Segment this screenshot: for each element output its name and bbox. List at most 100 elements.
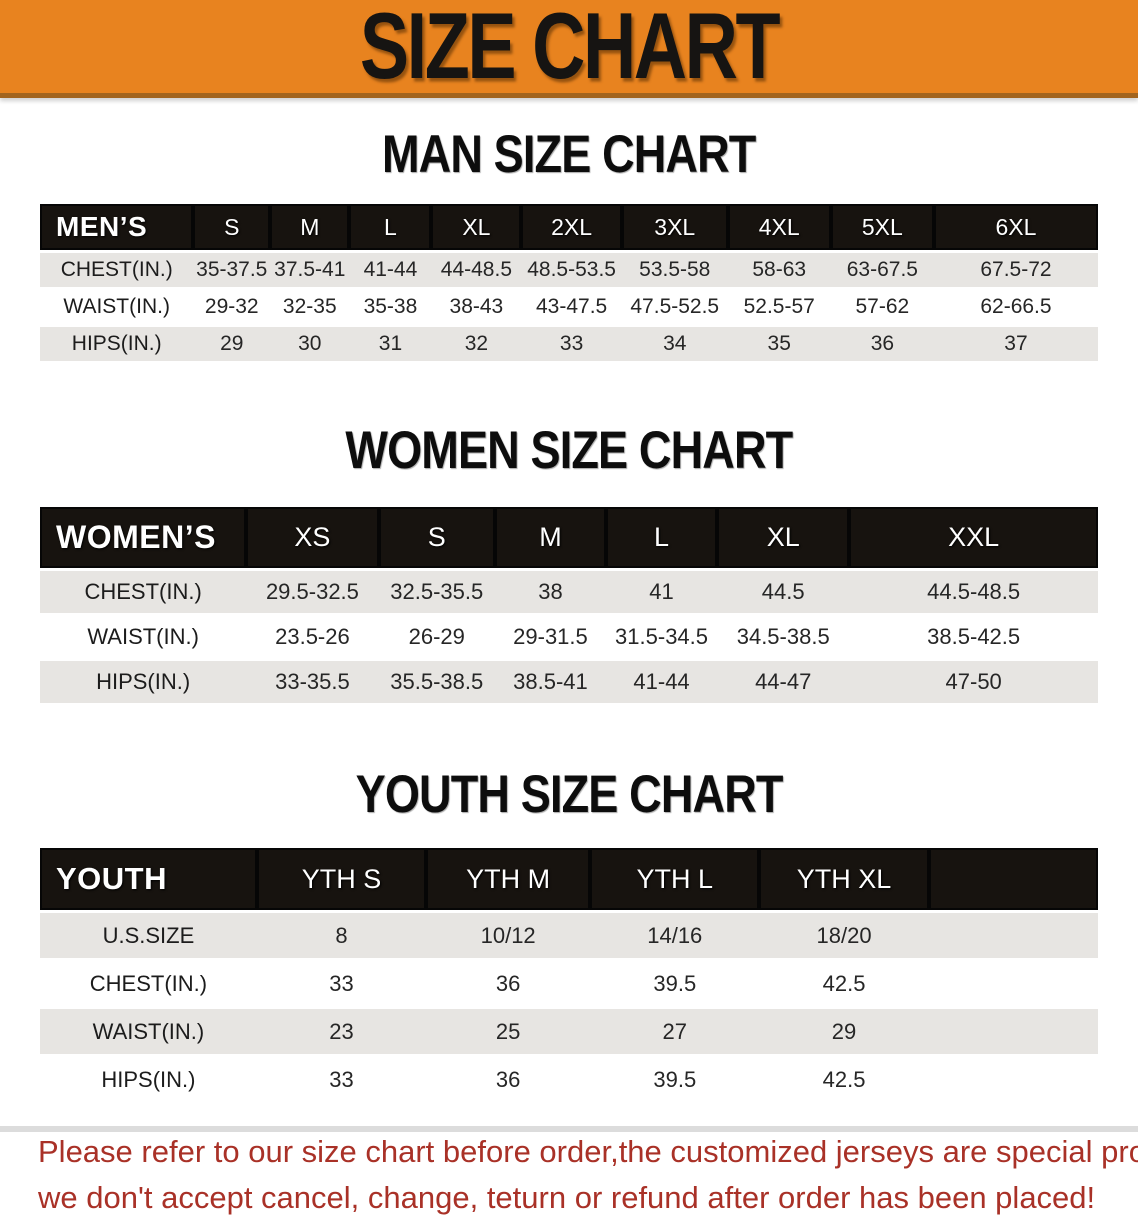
size-value-cell: 29-32 (193, 288, 271, 327)
header-spacer-cell (928, 848, 1098, 913)
size-value-cell: 37 (933, 325, 1098, 364)
size-column-header: XL (717, 507, 850, 571)
row-spacer-cell (928, 911, 1098, 961)
size-column-header: M (270, 204, 350, 253)
youth-section-title-text: YOUTH SIZE CHART (355, 765, 784, 824)
youth-size-table-container: YOUTH YTH S YTH M YTH L YTH XL U.S.SIZE 8 10/12… (40, 848, 1098, 1105)
disclaimer-text: Please refer to our size chart before or… (38, 1129, 1138, 1221)
size-value-cell: 67.5-72 (933, 251, 1098, 290)
size-value-cell: 34 (621, 325, 728, 364)
womens-size-table-container: WOMEN’S XS S M L XL XXL CHEST(IN.) 29.5-32.5 32.5… (40, 507, 1098, 706)
size-column-header: L (349, 204, 432, 253)
mens-size-table: MEN’S S M L XL 2XL 3XL 4XL 5XL 6XL CHEST(IN.) 35-37… (40, 204, 1098, 364)
size-value-cell: 52.5-57 (727, 288, 831, 327)
size-value-cell: 36 (830, 325, 934, 364)
table-row: U.S.SIZE 8 10/12 14/16 18/20 (40, 911, 1098, 961)
size-value-cell: 43-47.5 (521, 288, 622, 327)
size-column-header: 3XL (621, 204, 728, 253)
size-value-cell: 47.5-52.5 (621, 288, 728, 327)
size-value-cell: 33 (256, 959, 427, 1009)
table-row: WAIST(IN.) 29-32 32-35 35-38 38-43 43-47.5 47.… (40, 288, 1098, 327)
size-column-header: XS (246, 507, 379, 571)
size-value-cell: 41 (606, 569, 718, 616)
size-value-cell: 53.5-58 (621, 251, 728, 290)
size-value-cell: 18/20 (759, 911, 929, 961)
size-value-cell: 63-67.5 (830, 251, 934, 290)
size-value-cell: 35 (727, 325, 831, 364)
youth-header-row: YOUTH YTH S YTH M YTH L YTH XL (40, 848, 1098, 913)
youth-header-label: YOUTH (40, 848, 257, 913)
womens-header-label: WOMEN’S (40, 507, 247, 571)
table-row: WAIST(IN.) 23.5-26 26-29 29-31.5 31.5-34.5 34… (40, 614, 1098, 661)
row-label: WAIST(IN.) (40, 288, 194, 327)
size-value-cell: 38 (494, 569, 606, 616)
size-value-cell: 38-43 (431, 288, 522, 327)
size-value-cell: 30 (270, 325, 350, 364)
size-value-cell: 44-47 (717, 659, 850, 706)
table-row: CHEST(IN.) 35-37.5 37.5-41 41-44 44-48.5 48.5… (40, 251, 1098, 290)
size-value-cell: 23 (256, 1007, 427, 1057)
size-value-cell: 41-44 (349, 251, 432, 290)
row-label: WAIST(IN.) (40, 614, 247, 661)
size-column-header: YTH L (590, 848, 760, 913)
size-column-header: S (193, 204, 271, 253)
size-column-header: YTH XL (759, 848, 929, 913)
row-label: HIPS(IN.) (40, 659, 247, 706)
size-column-header: 5XL (830, 204, 934, 253)
table-row: HIPS(IN.) 33 36 39.5 42.5 (40, 1055, 1098, 1105)
row-label: WAIST(IN.) (40, 1007, 257, 1057)
size-value-cell: 14/16 (590, 911, 760, 961)
man-section-title: MAN SIZE CHART (0, 128, 1138, 181)
row-label: HIPS(IN.) (40, 1055, 257, 1105)
size-column-header: 4XL (727, 204, 831, 253)
row-label: CHEST(IN.) (40, 251, 194, 290)
size-value-cell: 39.5 (590, 1055, 760, 1105)
table-row: WAIST(IN.) 23 25 27 29 (40, 1007, 1098, 1057)
disclaimer-line-1: Please refer to our size chart before or… (38, 1134, 1138, 1169)
table-row: HIPS(IN.) 33-35.5 35.5-38.5 38.5-41 41-44 44-… (40, 659, 1098, 706)
mens-header-label: MEN’S (40, 204, 194, 253)
size-value-cell: 36 (426, 959, 591, 1009)
size-value-cell: 32-35 (270, 288, 350, 327)
mens-size-table-container: MEN’S S M L XL 2XL 3XL 4XL 5XL 6XL CHEST(IN.) 35-37… (40, 204, 1098, 364)
womens-header-row: WOMEN’S XS S M L XL XXL (40, 507, 1098, 571)
size-value-cell: 44.5-48.5 (849, 569, 1098, 616)
size-value-cell: 33 (521, 325, 622, 364)
size-value-cell: 29 (759, 1007, 929, 1057)
size-column-header: 6XL (933, 204, 1098, 253)
size-chart-banner: SIZE CHART (0, 0, 1138, 98)
size-value-cell: 29.5-32.5 (246, 569, 379, 616)
size-value-cell: 23.5-26 (246, 614, 379, 661)
size-value-cell: 58-63 (727, 251, 831, 290)
size-value-cell: 33 (256, 1055, 427, 1105)
size-value-cell: 37.5-41 (270, 251, 350, 290)
size-value-cell: 48.5-53.5 (521, 251, 622, 290)
size-value-cell: 44.5 (717, 569, 850, 616)
size-column-header: YTH S (256, 848, 427, 913)
size-value-cell: 32.5-35.5 (378, 569, 495, 616)
table-row: HIPS(IN.) 29 30 31 32 33 34 35 36 37 (40, 325, 1098, 364)
size-column-header: L (606, 507, 718, 571)
size-value-cell: 10/12 (426, 911, 591, 961)
youth-section-title: YOUTH SIZE CHART (0, 768, 1138, 821)
size-value-cell: 31 (349, 325, 432, 364)
youth-size-table: YOUTH YTH S YTH M YTH L YTH XL U.S.SIZE 8 10/12… (40, 848, 1098, 1105)
size-column-header: 2XL (521, 204, 622, 253)
man-section-title-text: MAN SIZE CHART (382, 125, 756, 184)
row-label: HIPS(IN.) (40, 325, 194, 364)
size-column-header: YTH M (426, 848, 591, 913)
bottom-scan-edge (0, 1126, 1138, 1132)
size-column-header: XL (431, 204, 522, 253)
size-value-cell: 44-48.5 (431, 251, 522, 290)
table-row: CHEST(IN.) 29.5-32.5 32.5-35.5 38 41 44.5 44.5… (40, 569, 1098, 616)
size-value-cell: 38.5-41 (494, 659, 606, 706)
table-row: CHEST(IN.) 33 36 39.5 42.5 (40, 959, 1098, 1009)
size-value-cell: 35.5-38.5 (378, 659, 495, 706)
size-value-cell: 26-29 (378, 614, 495, 661)
size-value-cell: 35-38 (349, 288, 432, 327)
size-column-header: XXL (849, 507, 1098, 571)
row-spacer-cell (928, 959, 1098, 1009)
size-column-header: S (378, 507, 495, 571)
size-value-cell: 29 (193, 325, 271, 364)
size-value-cell: 31.5-34.5 (606, 614, 718, 661)
